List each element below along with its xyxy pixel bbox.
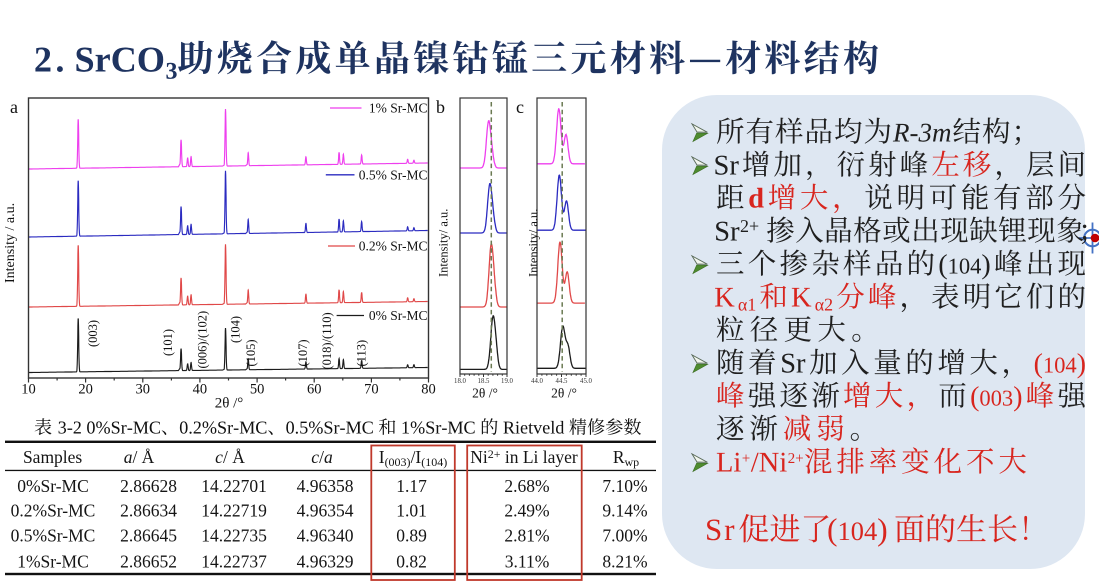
svg-text:7.10%: 7.10% xyxy=(602,476,647,496)
svg-text:1.01: 1.01 xyxy=(396,501,427,521)
svg-text:18.5: 18.5 xyxy=(478,378,490,385)
svg-text:b: b xyxy=(436,97,445,117)
svg-text:4.96354: 4.96354 xyxy=(297,501,354,521)
svg-text:4.96329: 4.96329 xyxy=(297,552,354,572)
svg-text:Intensity/ a.u.: Intensity/ a.u. xyxy=(527,209,541,277)
svg-text:0.5%Sr-MC: 0.5%Sr-MC xyxy=(11,526,96,546)
svg-text:(101): (101) xyxy=(161,329,175,356)
svg-text:2.81%: 2.81% xyxy=(504,526,549,546)
svg-text:0.2% Sr-MC: 0.2% Sr-MC xyxy=(359,239,428,254)
svg-text:3.11%: 3.11% xyxy=(505,552,550,572)
svg-text:2θ /°: 2θ /° xyxy=(472,386,498,401)
svg-text:(107): (107) xyxy=(296,339,310,366)
svg-text:44.0: 44.0 xyxy=(531,378,543,385)
svg-text:0.82: 0.82 xyxy=(396,552,427,572)
svg-text:2.49%: 2.49% xyxy=(504,501,549,521)
svg-text:Intensity/ a.u.: Intensity/ a.u. xyxy=(437,209,451,277)
svg-text:2.86652: 2.86652 xyxy=(120,552,177,572)
svg-text:10: 10 xyxy=(21,382,36,398)
svg-text:8.21%: 8.21% xyxy=(602,552,647,572)
svg-text:80: 80 xyxy=(421,382,436,398)
svg-text:0.2%Sr-MC: 0.2%Sr-MC xyxy=(11,501,96,521)
svg-text:2.68%: 2.68% xyxy=(504,476,549,496)
svg-text:50: 50 xyxy=(250,382,265,398)
svg-text:(113): (113) xyxy=(355,340,369,367)
svg-text:2.86628: 2.86628 xyxy=(120,476,177,496)
svg-text:Intensity / a.u.: Intensity / a.u. xyxy=(3,203,18,283)
svg-text:c/a: c/a xyxy=(311,447,333,467)
svg-text:Samples: Samples xyxy=(23,447,82,467)
svg-text:2.86634: 2.86634 xyxy=(120,501,177,521)
svg-text:(006)/(102): (006)/(102) xyxy=(196,311,210,369)
svg-text:(105): (105) xyxy=(244,339,258,366)
svg-text:60: 60 xyxy=(307,382,322,398)
svg-text:4.96358: 4.96358 xyxy=(297,476,354,496)
svg-text:45.0: 45.0 xyxy=(580,378,592,385)
svg-text:18.0: 18.0 xyxy=(454,378,466,385)
svg-text:9.14%: 9.14% xyxy=(602,501,647,521)
svg-text:14.22719: 14.22719 xyxy=(201,501,267,521)
svg-text:20: 20 xyxy=(78,382,93,398)
svg-text:a/ Å: a/ Å xyxy=(124,447,155,467)
svg-text:(003): (003) xyxy=(86,320,100,347)
svg-text:70: 70 xyxy=(364,382,379,398)
svg-text:2θ /°: 2θ /° xyxy=(551,386,577,401)
svg-text:0.5% Sr-MC: 0.5% Sr-MC xyxy=(359,167,428,182)
svg-text:1% Sr-MC: 1% Sr-MC xyxy=(369,101,428,116)
svg-text:Ni2+ in Li layer: Ni2+ in Li layer xyxy=(470,447,578,467)
svg-text:14.22737: 14.22737 xyxy=(201,552,267,572)
svg-text:c: c xyxy=(516,97,524,117)
svg-text:(018)/(110): (018)/(110) xyxy=(320,312,334,369)
svg-text:0%Sr-MC: 0%Sr-MC xyxy=(17,476,89,496)
svg-text:a: a xyxy=(10,97,18,117)
svg-text:19.0: 19.0 xyxy=(501,378,513,385)
svg-text:0.89: 0.89 xyxy=(396,526,427,546)
svg-text:1%Sr-MC: 1%Sr-MC xyxy=(17,552,89,572)
svg-text:1.17: 1.17 xyxy=(396,476,427,496)
svg-text:4.96340: 4.96340 xyxy=(297,526,354,546)
svg-text:0% Sr-MC: 0% Sr-MC xyxy=(369,308,428,323)
svg-text:14.22735: 14.22735 xyxy=(201,526,267,546)
svg-text:2.86645: 2.86645 xyxy=(120,526,177,546)
svg-text:44.5: 44.5 xyxy=(556,378,568,385)
svg-text:c/ Å: c/ Å xyxy=(215,447,245,467)
svg-text:40: 40 xyxy=(193,382,208,398)
svg-text:7.00%: 7.00% xyxy=(602,526,647,546)
svg-text:30: 30 xyxy=(136,382,151,398)
svg-text:14.22701: 14.22701 xyxy=(201,476,267,496)
svg-text:(104): (104) xyxy=(229,316,243,343)
svg-text:2θ /°: 2θ /° xyxy=(215,396,244,412)
